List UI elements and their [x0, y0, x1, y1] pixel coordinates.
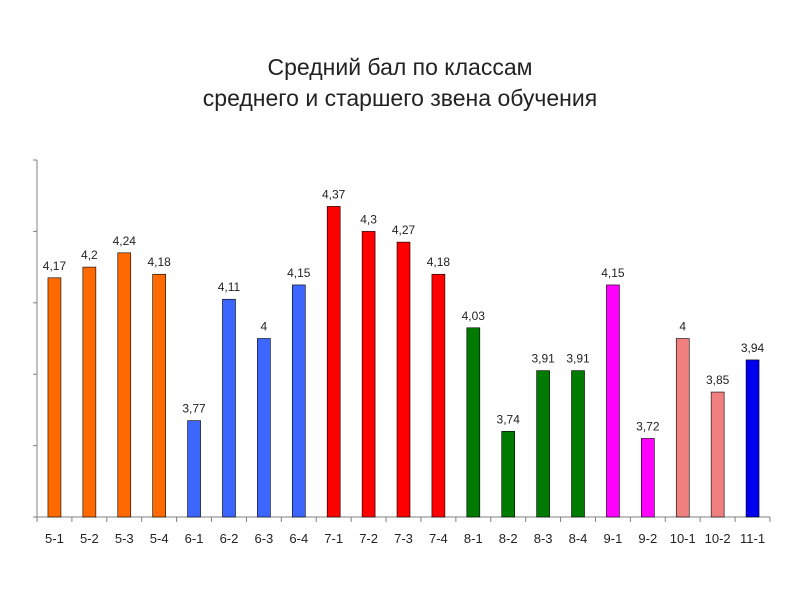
- chart-title-line-1: Средний бал по классам: [267, 54, 533, 80]
- bar-9-1: [606, 284, 620, 518]
- chart-x-tick-labels: 5-1 5-2 5-3 5-4 6-1 6-2 6-3 6-4 7-1 7-2 7-3 7-4 8-1 8…: [45, 531, 765, 546]
- value-label-8-2: 3,74: [497, 412, 521, 426]
- x-tick-label-11-1: 11-1: [740, 531, 765, 546]
- bar-5-3: [117, 252, 132, 518]
- x-tick-label-5-2: 5-2: [80, 531, 99, 546]
- value-label-11-1: 3,94: [741, 341, 765, 355]
- value-label-9-1: 4,15: [601, 266, 625, 280]
- value-label-5-3: 4,24: [113, 234, 137, 248]
- x-tick-label-7-1: 7-1: [324, 531, 343, 546]
- bar-6-1: [187, 420, 201, 518]
- value-label-6-4: 4,15: [287, 266, 311, 280]
- bar-10-2: [710, 391, 725, 518]
- value-label-8-3: 3,91: [531, 352, 555, 366]
- bar-8-4: [571, 370, 585, 518]
- value-label-10-1: 4: [679, 320, 686, 334]
- value-label-5-4: 4,18: [147, 255, 171, 269]
- x-tick-label-10-2: 10-2: [705, 531, 731, 546]
- x-tick-label-5-3: 5-3: [115, 531, 134, 546]
- x-tick-label-6-4: 6-4: [289, 531, 308, 546]
- x-tick-label-7-2: 7-2: [359, 531, 378, 546]
- value-label-6-2: 4,11: [218, 280, 241, 294]
- bar-7-3: [396, 241, 411, 518]
- chart-value-labels: 4,17 4,2 4,24 4,18 3,77 4,11 4 4,15 4,37 4,3 4,27 4…: [43, 187, 765, 433]
- x-tick-label-9-1: 9-1: [604, 531, 623, 546]
- x-tick-label-6-3: 6-3: [254, 531, 273, 546]
- x-tick-label-5-1: 5-1: [45, 531, 64, 546]
- x-tick-label-10-1: 10-1: [670, 531, 696, 546]
- x-tick-label-5-4: 5-4: [150, 531, 169, 546]
- bar-10-1: [675, 338, 690, 518]
- bar-6-3: [257, 338, 271, 518]
- bar-9-2: [641, 438, 655, 518]
- x-tick-label-6-2: 6-2: [220, 531, 239, 546]
- value-label-8-4: 3,91: [566, 352, 590, 366]
- value-label-7-3: 4,27: [392, 223, 416, 237]
- x-tick-label-8-4: 8-4: [569, 531, 588, 546]
- value-label-5-2: 4,2: [81, 248, 98, 262]
- bar-7-4: [431, 273, 446, 518]
- value-label-6-1: 3,77: [182, 402, 206, 416]
- bar-5-1: [47, 277, 62, 518]
- value-label-6-3: 4: [261, 320, 268, 334]
- value-label-8-1: 4,03: [462, 309, 486, 323]
- x-tick-label-8-3: 8-3: [534, 531, 553, 546]
- value-label-7-4: 4,18: [427, 255, 451, 269]
- x-tick-label-8-1: 8-1: [464, 531, 483, 546]
- value-label-9-2: 3,72: [636, 419, 660, 433]
- chart-title-line-2: среднего и старшего звена обучения: [202, 85, 598, 111]
- bar-5-4: [152, 273, 166, 518]
- value-label-7-2: 4,3: [360, 212, 377, 226]
- value-label-5-1: 4,17: [43, 259, 67, 273]
- value-label-7-1: 4,37: [322, 187, 346, 201]
- bar-11-1: [745, 359, 760, 518]
- bar-8-2: [501, 431, 516, 518]
- bar-6-2: [222, 298, 236, 518]
- bar-6-4: [291, 284, 306, 518]
- value-label-10-2: 3,85: [706, 373, 730, 387]
- x-tick-label-7-4: 7-4: [429, 531, 448, 546]
- bar-5-2: [82, 266, 97, 518]
- x-tick-label-6-1: 6-1: [185, 531, 204, 546]
- chart-bars: [47, 206, 760, 518]
- chart-title: Средний бал по классам среднего и старше…: [0, 52, 800, 114]
- x-tick-label-8-2: 8-2: [499, 531, 518, 546]
- x-tick-label-7-3: 7-3: [394, 531, 413, 546]
- bar-7-1: [326, 206, 341, 518]
- x-tick-label-9-2: 9-2: [638, 531, 657, 546]
- bar-8-3: [536, 370, 550, 518]
- bar-7-2: [361, 231, 376, 518]
- bar-8-1: [466, 327, 481, 518]
